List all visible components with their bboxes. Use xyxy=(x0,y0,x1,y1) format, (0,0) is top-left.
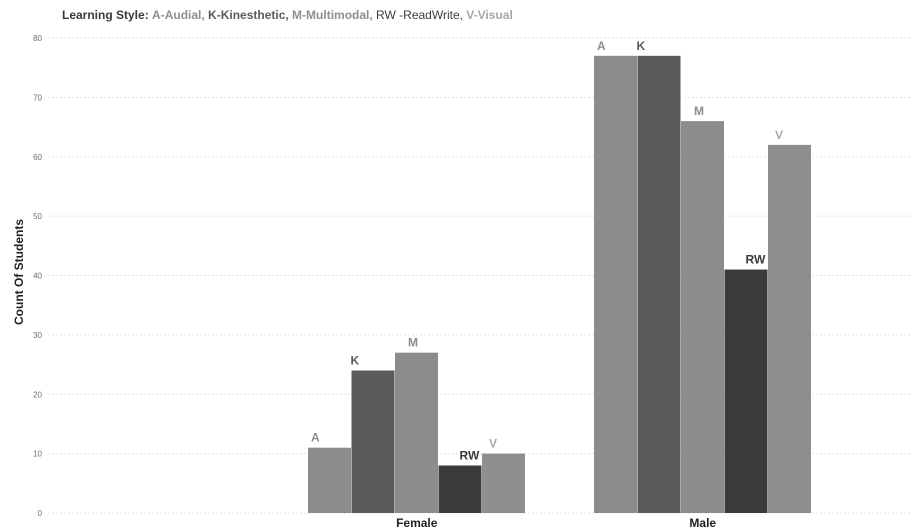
bar-female-a xyxy=(308,447,351,513)
bar-label-female-rw: RW xyxy=(460,449,480,463)
bar-female-m xyxy=(395,352,438,513)
bar-male-rw xyxy=(724,269,768,513)
legend-item-v: V-Visual xyxy=(462,8,513,22)
bar-labels: A K M RW V A K M RW V xyxy=(311,39,783,463)
bar-male-v xyxy=(768,144,811,513)
bar-label-male-v: V xyxy=(775,128,783,142)
bar-female-k xyxy=(351,370,395,513)
y-axis-title: Count Of Students xyxy=(12,219,26,325)
y-tick-label: 70 xyxy=(33,93,42,102)
y-tick-label: 80 xyxy=(33,34,42,43)
bar-male-m xyxy=(681,121,724,513)
bar-label-male-rw: RW xyxy=(746,253,766,267)
bar-label-female-k: K xyxy=(351,354,360,368)
y-tick-label: 60 xyxy=(33,153,42,162)
y-tick-label: 30 xyxy=(33,331,42,340)
y-tick-label: 20 xyxy=(33,390,42,399)
bar-label-female-m: M xyxy=(408,336,418,350)
x-category-label-female: Female xyxy=(396,516,438,530)
bars xyxy=(308,55,811,513)
x-axis-categories: Female Male xyxy=(396,516,716,530)
bar-label-male-m: M xyxy=(694,104,704,118)
legend-item-m: M-Multimodal, xyxy=(288,8,373,22)
y-axis-ticks: 0 10 20 30 40 50 60 70 80 xyxy=(33,34,42,518)
y-tick-label: 10 xyxy=(33,450,42,459)
y-tick-label: 50 xyxy=(33,212,42,221)
legend-items: A-Audial, K-Kinesthetic, M-Multimodal, R… xyxy=(152,8,513,22)
chart-legend: Learning Style: A-Audial, K-Kinesthetic,… xyxy=(62,8,513,22)
y-tick-label: 40 xyxy=(33,272,42,281)
legend-item-rw: RW -ReadWrite, xyxy=(372,8,463,22)
legend-item-a: A-Audial, xyxy=(152,8,205,22)
bar-female-v xyxy=(482,453,525,513)
bar-label-male-k: K xyxy=(637,39,646,53)
x-category-label-male: Male xyxy=(689,516,716,530)
legend-title: Learning Style: xyxy=(62,8,149,22)
y-tick-label: 0 xyxy=(38,509,43,518)
legend-item-k: K-Kinesthetic, xyxy=(204,8,289,22)
bar-label-female-a: A xyxy=(311,431,320,445)
bar-male-a xyxy=(594,55,637,513)
bar-female-rw xyxy=(438,465,482,513)
bar-male-k xyxy=(637,55,681,513)
bar-label-male-a: A xyxy=(597,39,606,53)
bar-label-female-v: V xyxy=(489,437,497,451)
